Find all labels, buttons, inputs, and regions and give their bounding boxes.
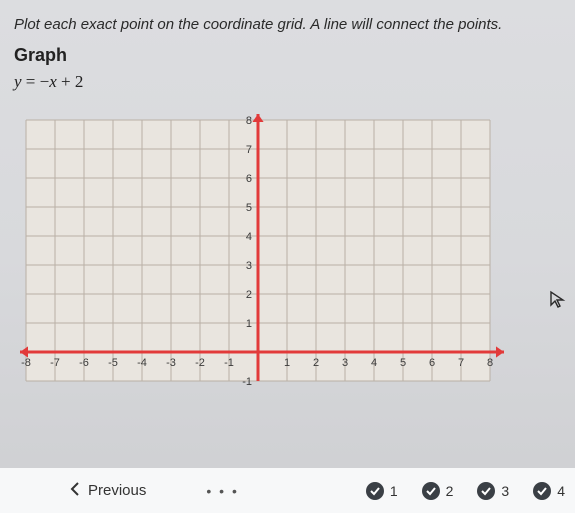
svg-text:3: 3: [342, 357, 348, 369]
svg-text:-3: -3: [166, 357, 176, 369]
equation-lhs: y: [14, 72, 22, 91]
check-icon: [533, 482, 551, 500]
svg-text:-2: -2: [195, 357, 205, 369]
svg-text:1: 1: [284, 357, 290, 369]
svg-text:7: 7: [458, 357, 464, 369]
svg-text:7: 7: [246, 144, 252, 156]
problem-number: 1: [390, 483, 398, 499]
problem-indicator[interactable]: 1: [366, 482, 398, 500]
bottom-nav: Previous • • • 1 2 3 4: [0, 467, 575, 513]
svg-text:2: 2: [313, 357, 319, 369]
svg-text:6: 6: [246, 173, 252, 185]
svg-text:-7: -7: [50, 357, 60, 369]
svg-text:2: 2: [246, 289, 252, 301]
svg-text:-6: -6: [79, 357, 89, 369]
previous-label: Previous: [88, 482, 146, 499]
problem-number: 3: [501, 483, 509, 499]
cursor-icon: [549, 290, 567, 313]
problem-indicator[interactable]: 4: [533, 482, 565, 500]
svg-text:-8: -8: [21, 357, 31, 369]
problem-indicator[interactable]: 2: [422, 482, 454, 500]
problem-indicator[interactable]: 3: [477, 482, 509, 500]
svg-text:-1: -1: [242, 376, 252, 387]
equation-rhs-var: x: [49, 72, 57, 91]
equation: y = −x + 2: [0, 72, 575, 110]
svg-text:3: 3: [246, 260, 252, 272]
svg-text:-4: -4: [137, 357, 147, 369]
svg-text:-1: -1: [224, 357, 234, 369]
problem-number: 4: [557, 483, 565, 499]
problem-indicator-row: 1 2 3 4: [366, 482, 565, 500]
equation-eq: = −: [22, 72, 50, 91]
svg-text:8: 8: [487, 357, 493, 369]
check-icon: [477, 482, 495, 500]
chevron-left-icon: [70, 482, 80, 500]
svg-text:6: 6: [429, 357, 435, 369]
svg-text:5: 5: [246, 202, 252, 214]
more-dots-icon[interactable]: • • •: [206, 483, 238, 499]
check-icon: [422, 482, 440, 500]
svg-text:5: 5: [400, 357, 406, 369]
coordinate-grid[interactable]: -8 -7 -6 -5 -4 -3 -2 -1 1 2 3 4 5 6 7 8 -1 1 2 3 4 5 6 7 8: [0, 110, 575, 387]
svg-text:-5: -5: [108, 357, 118, 369]
svg-text:8: 8: [246, 115, 252, 127]
previous-button[interactable]: Previous: [70, 482, 146, 500]
svg-text:4: 4: [371, 357, 377, 369]
instruction-text: Plot each exact point on the coordinate …: [0, 0, 575, 45]
equation-tail: + 2: [57, 72, 84, 91]
check-icon: [366, 482, 384, 500]
problem-number: 2: [446, 483, 454, 499]
graph-heading: Graph: [0, 45, 575, 72]
svg-text:1: 1: [246, 318, 252, 330]
svg-text:4: 4: [246, 231, 252, 243]
